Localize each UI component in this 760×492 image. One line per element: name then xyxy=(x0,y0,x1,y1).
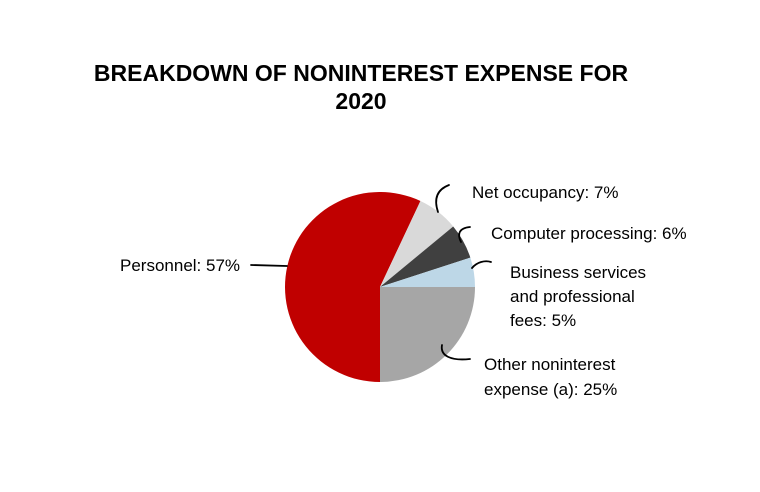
chart-title: BREAKDOWN OF NONINTEREST EXPENSE FOR 202… xyxy=(31,59,691,115)
pie-slice-net-occupancy xyxy=(380,201,454,287)
chart-title-line1: BREAKDOWN OF NONINTEREST EXPENSE FOR xyxy=(93,60,629,86)
leader-net-occupancy xyxy=(435,184,450,213)
label-business-services-line1: Business services xyxy=(510,263,647,282)
label-other-noninterest-line1: Other noninterest xyxy=(484,355,616,374)
leader-personnel xyxy=(250,264,288,267)
leader-computer-processing xyxy=(458,226,471,243)
label-personnel: Personnel: 57% xyxy=(120,256,241,275)
pie-slice-business-services-and-professional-fees xyxy=(380,257,475,287)
label-business-services: Business services and professional fees:… xyxy=(510,261,646,333)
pie-slices xyxy=(285,191,475,382)
chart-title-line2: 2020 xyxy=(335,88,387,114)
pie-slice-computer-processing xyxy=(380,226,471,287)
label-business-services-line2: and professional xyxy=(510,287,635,306)
leader-business-services xyxy=(471,260,492,269)
label-net-occupancy: Net occupancy: 7% xyxy=(472,183,619,202)
label-other-noninterest: Other noninterest expense (a): 25% xyxy=(484,352,617,402)
label-business-services-line3: fees: 5% xyxy=(510,311,577,330)
pie-slice-personnel xyxy=(285,191,421,382)
label-other-noninterest-line2: expense (a): 25% xyxy=(484,380,618,399)
pie-slice-other-noninterest-expense-a xyxy=(380,287,475,382)
label-computer-processing: Computer processing: 6% xyxy=(491,224,687,243)
leader-other-noninterest xyxy=(440,344,471,361)
